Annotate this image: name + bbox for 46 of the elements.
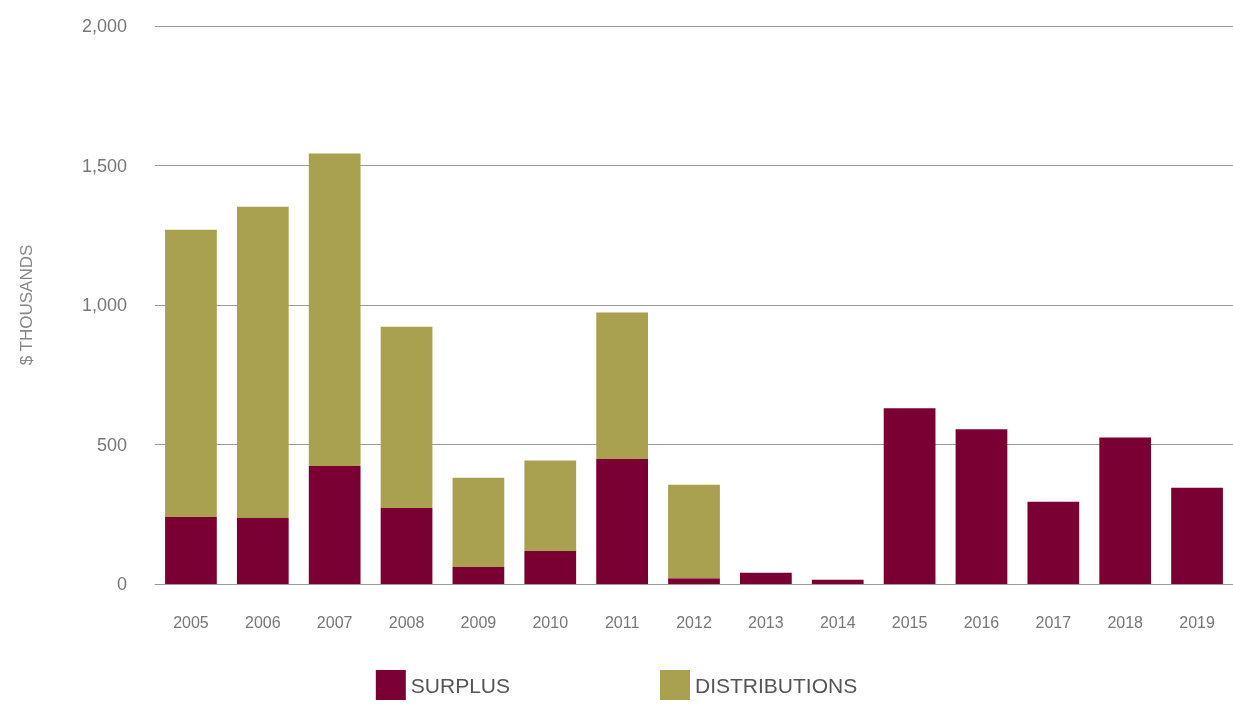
x-tick-label: 2012 <box>676 613 712 631</box>
bar <box>165 517 217 584</box>
y-tick-label: 2,000 <box>81 16 127 36</box>
x-tick-label: 2008 <box>388 613 425 631</box>
bar <box>165 229 217 518</box>
y-tick-label: 1,000 <box>81 295 127 315</box>
x-tick-label: 2005 <box>173 613 209 631</box>
legend-label: DISTRIBUTIONS <box>695 673 858 697</box>
y-axis-title: $ THOUSANDS <box>17 244 36 366</box>
x-tick-label: 2014 <box>819 613 856 631</box>
bar <box>380 508 433 584</box>
bar <box>596 312 649 460</box>
bar <box>380 326 433 509</box>
x-tick-label: 2011 <box>604 613 640 631</box>
y-tick-label: 0 <box>116 574 127 594</box>
x-tick-label: 2009 <box>460 613 497 631</box>
x-tick-label: 2010 <box>532 613 569 631</box>
x-tick-label: 2013 <box>748 613 784 631</box>
x-tick-label: 2018 <box>1107 613 1144 631</box>
x-tick-label: 2007 <box>316 613 353 631</box>
bar <box>596 459 649 584</box>
bar <box>668 578 720 584</box>
x-tick-label: 2015 <box>891 613 928 631</box>
bar <box>524 460 577 552</box>
bar <box>1171 487 1223 584</box>
bar <box>883 408 936 584</box>
x-tick-label: 2017 <box>1035 613 1072 631</box>
bar <box>308 153 361 466</box>
bar <box>739 572 792 584</box>
x-tick-label: 2016 <box>963 613 1000 631</box>
bar <box>452 566 505 584</box>
bar <box>811 579 864 584</box>
bar <box>524 551 577 584</box>
bar <box>955 429 1008 584</box>
bar <box>1099 437 1152 584</box>
bar <box>308 465 361 584</box>
bar <box>236 206 289 518</box>
bar <box>236 517 289 584</box>
bar <box>452 477 505 567</box>
y-tick-label: 1,500 <box>81 155 127 176</box>
x-tick-label: 2006 <box>245 613 281 631</box>
y-tick-label: 500 <box>96 434 127 455</box>
bar <box>1027 501 1080 584</box>
x-tick-label: 2019 <box>1179 613 1215 631</box>
legend-label: SURPLUS <box>410 673 511 697</box>
bar <box>668 484 720 579</box>
